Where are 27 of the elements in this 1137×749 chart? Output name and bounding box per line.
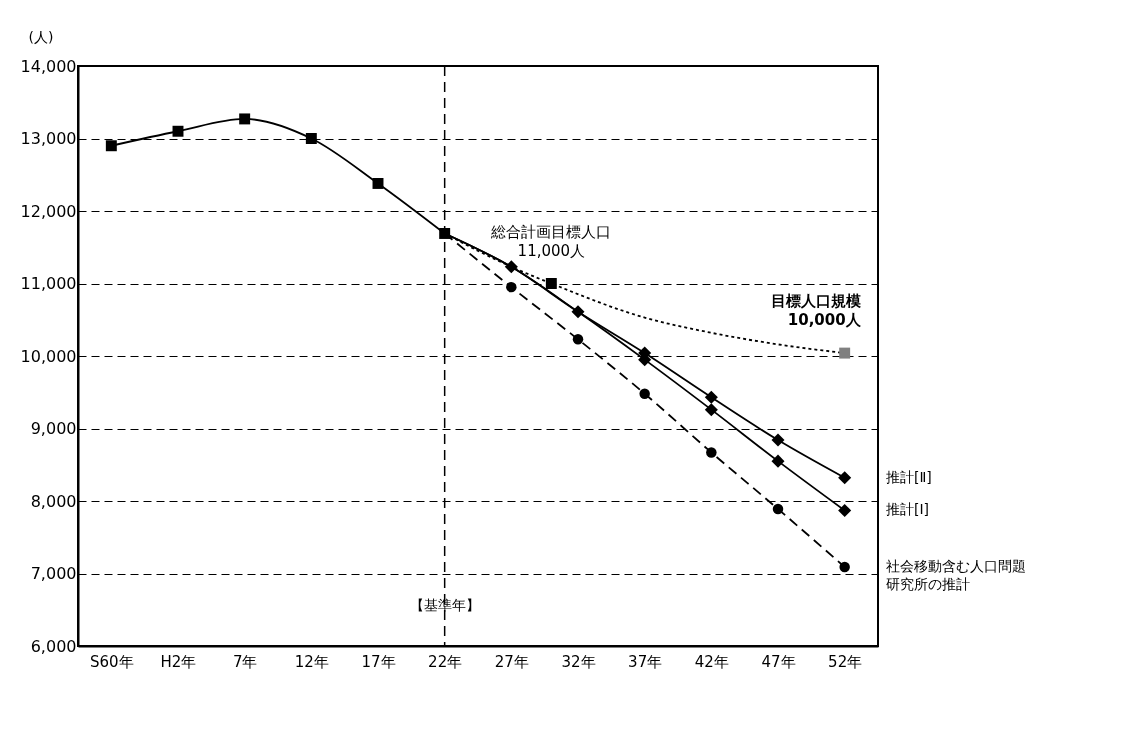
x-tick-label: 27年	[494, 652, 529, 671]
text: 推計[Ⅰ]	[886, 501, 930, 518]
y-axis-title: (人)	[28, 28, 54, 45]
y-tick-label: 6,000	[30, 636, 77, 656]
text: 推計[Ⅱ]	[886, 468, 932, 485]
y-tick-label: 9,000	[30, 419, 77, 438]
annotation: 目標人口規模 10,000人	[770, 292, 862, 330]
y-tick-label: 11,000	[20, 274, 77, 293]
x-tick-label: 22年	[428, 652, 463, 671]
x-tick-label: 7年	[232, 652, 258, 671]
y-tick-label: 14,000	[20, 56, 77, 76]
y-tick-label: 8,000	[30, 491, 77, 511]
x-tick-label: H2年	[160, 652, 197, 671]
x-tick-label: 42年	[694, 652, 729, 671]
x-tick-label: 37年	[628, 652, 663, 671]
x-tick-label: 32年	[561, 652, 596, 671]
y-tick-label: 13,000	[20, 129, 77, 148]
x-tick-label: 52年	[828, 652, 863, 671]
x-tick-label: S60年	[90, 652, 134, 671]
x-tick-label: 17年	[361, 652, 396, 671]
x-tick-label: 47年	[761, 652, 796, 671]
y-tick-label: 7,000	[30, 564, 77, 583]
y-tick-label: 10,000	[20, 346, 77, 366]
y-tick-label: 12,000	[20, 201, 77, 221]
text: 社会移動含む人口問題研究所の推計	[886, 557, 1026, 592]
annotation: 総合計画目標人口 11,000人	[490, 222, 612, 260]
x-tick-label: 12年	[294, 652, 329, 671]
